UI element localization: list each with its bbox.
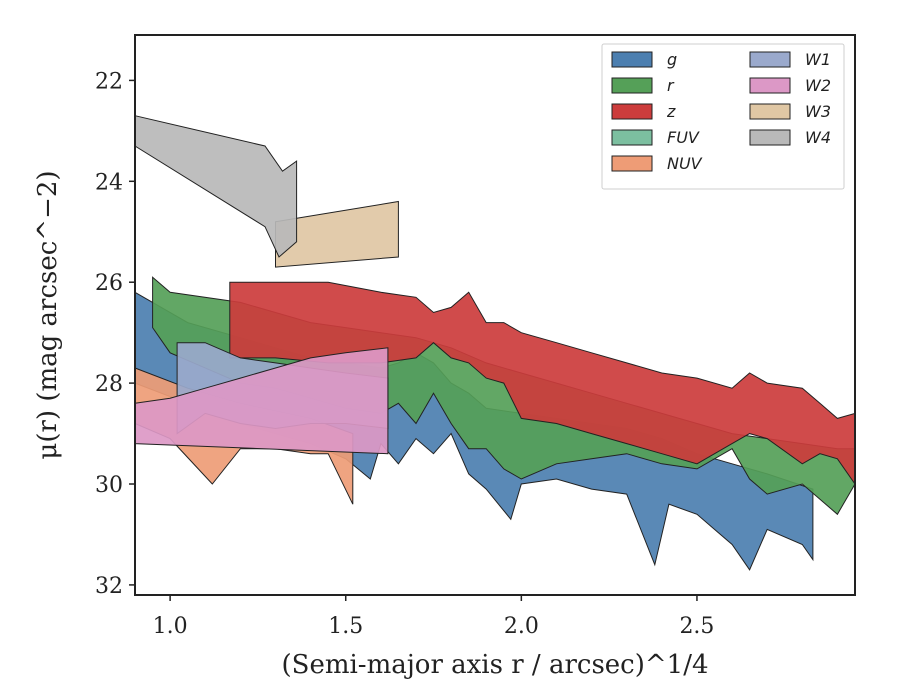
legend-swatch-w1 xyxy=(749,51,791,68)
legend-swatch-r xyxy=(611,77,653,94)
legend-items: grz FUV NUV W1 W2 W3 W4 xyxy=(611,50,831,173)
y-tick-label: 32 xyxy=(95,574,123,599)
area-band-w2 xyxy=(134,347,389,455)
x-tick-label: 2.0 xyxy=(504,614,539,639)
x-ticks: 1.0 1.5 2.0 2.5 xyxy=(153,595,714,639)
legend-label-r: r xyxy=(667,76,675,95)
x-axis-label: (Semi-major axis r / arcsec)^1/4 xyxy=(281,650,708,680)
y-tick-label: 22 xyxy=(95,69,123,94)
plot-frame xyxy=(134,34,856,596)
legend-swatch-w3 xyxy=(749,103,791,120)
y-ticks: 22 24 26 28 30 32 xyxy=(95,69,135,599)
y-tick-label: 28 xyxy=(95,372,123,397)
legend-swatch-w2 xyxy=(749,77,791,94)
y-tick-label: 24 xyxy=(95,170,123,195)
legend-label-fuv: FUV xyxy=(667,128,700,147)
x-tick-label: 1.5 xyxy=(328,614,363,639)
legend-swatch-nuv xyxy=(611,155,653,172)
legend-swatch-z xyxy=(611,103,653,120)
area-band-w3 xyxy=(275,200,399,268)
legend-label-w3: W3 xyxy=(805,102,831,121)
x-tick-label: 2.5 xyxy=(679,614,714,639)
legend-label-z: z xyxy=(666,102,676,121)
legend-swatch-fuv xyxy=(611,129,653,146)
x-tick-label: 1.0 xyxy=(153,614,188,639)
legend-label-w1: W1 xyxy=(805,50,831,69)
y-axis-label: μ(r) (mag arcsec^−2) xyxy=(33,170,63,459)
legend-swatch-g xyxy=(611,51,653,68)
legend-label-w4: W4 xyxy=(805,128,831,147)
legend-swatch-w4 xyxy=(749,129,791,146)
y-tick-label: 26 xyxy=(95,271,123,296)
legend-label-g: g xyxy=(667,50,677,69)
areas-layer xyxy=(134,115,856,571)
legend: grz FUV NUV W1 W2 W3 W4 xyxy=(601,43,845,190)
area-band-w4 xyxy=(134,115,298,258)
y-tick-label: 30 xyxy=(95,473,123,498)
legend-label-nuv: NUV xyxy=(667,154,703,173)
legend-label-w2: W2 xyxy=(805,76,831,95)
